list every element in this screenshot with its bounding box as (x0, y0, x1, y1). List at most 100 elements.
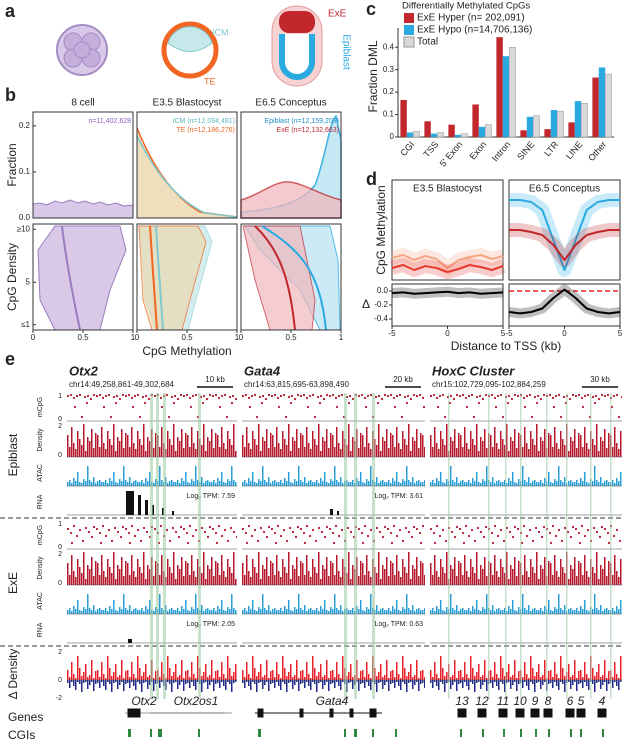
bar (520, 130, 527, 137)
x-tick-label: 1 (131, 333, 136, 342)
x-tick-label: Exon (468, 139, 489, 161)
scale-label: 10 kb (205, 375, 225, 384)
x-tick-label: Intron (490, 139, 512, 163)
gene-name: 8 (545, 694, 552, 708)
locus-coords: chr14:63,815,695-63,898,490 (244, 380, 350, 389)
track (242, 393, 425, 422)
y-tick-label: 0.3 (383, 65, 395, 74)
bar (400, 99, 407, 137)
x-tick-label: 5 (501, 329, 506, 338)
epiblast-label: Epiblast (340, 34, 351, 70)
track-name: Density (37, 428, 44, 452)
x-axis-label: CpG Methylation (142, 344, 231, 358)
bar (448, 124, 455, 137)
exe-label: ExE (328, 9, 347, 20)
locus-coords: chr14:49,258,861-49,302,684 (69, 380, 175, 389)
track-signal (430, 588, 622, 614)
plot-frames-part (240, 111, 342, 219)
highlight-stripes-part (448, 393, 450, 699)
bar (532, 115, 540, 138)
gene-name: 6 (567, 694, 574, 708)
distribution-shapes (32, 114, 342, 331)
plot-frame (391, 179, 504, 281)
chart-title: Differentially Methylated CpGs (402, 1, 530, 12)
column-title: E6.5 Conceptus (255, 98, 326, 109)
track-name: RNA (37, 494, 44, 509)
bar (424, 121, 431, 137)
cgi-marks-part (503, 729, 505, 737)
y-axis-label: CpG Methylation (374, 185, 388, 274)
rna-label: Log₂ TPM: 0.63 (374, 621, 423, 628)
cgi-marks-part (158, 729, 162, 737)
y-tick-label: 0 (58, 416, 62, 423)
bar (406, 132, 414, 137)
bar (568, 122, 575, 137)
line (509, 229, 620, 261)
x-tick-label: 1 (235, 333, 240, 342)
panel-label: b (5, 85, 16, 105)
gene-models-part (576, 708, 586, 718)
distribution-shapes-part (149, 225, 158, 331)
y-tick-label: 0.2 (383, 87, 395, 96)
genes-label: Genes (8, 710, 43, 724)
distribution-shapes-part (32, 199, 134, 219)
x-tick-label: LTR (542, 139, 560, 158)
highlight-stripes-part (372, 393, 375, 699)
y-tick-label: 0 (58, 452, 62, 459)
line (509, 199, 620, 271)
cgi-marks-part (570, 729, 572, 737)
y-tick-label: 0.1 (19, 167, 31, 176)
legend-label: Total (417, 37, 438, 48)
track-signal (242, 588, 425, 614)
x-tick-label: LINE (564, 139, 585, 161)
gene-models-part (457, 708, 467, 718)
rna-label: Log₂ TPM: 3.61 (374, 493, 423, 500)
cgi-marks-part (548, 729, 550, 737)
rna-signal-part (330, 509, 333, 515)
legend-swatch (404, 25, 414, 35)
embryo-conceptus (271, 5, 323, 87)
y-tick-label: ≥10 (17, 224, 31, 233)
y-axis-label: CpG Density (5, 243, 19, 311)
track-signal (430, 460, 622, 486)
track (242, 423, 425, 458)
gene-name: 4 (599, 694, 606, 708)
cgi-marks-part (344, 729, 346, 737)
genome-tracks: mCpG10Density20ATACRNAmCpG10Density20ATA… (37, 363, 622, 702)
track (242, 551, 425, 586)
track (430, 588, 622, 615)
gene-models-part (530, 708, 540, 718)
y-tick-label: -0.2 (374, 300, 388, 309)
gene-name: Otx2os1 (174, 694, 219, 708)
locus-gene: HoxC Cluster (432, 363, 515, 378)
track-signal (242, 460, 425, 486)
line (391, 264, 504, 273)
n-label: ExE (n=12,132,663) (277, 127, 339, 134)
track (430, 551, 622, 586)
gene-name: 10 (513, 694, 527, 708)
bar (430, 133, 438, 137)
track-signal (430, 551, 622, 585)
track-signal (430, 393, 622, 421)
track-name: mCpG (37, 397, 44, 417)
bar (598, 67, 606, 137)
line-band (508, 284, 621, 319)
y-tick-label: 2 (58, 423, 62, 430)
embryo-8-cell-part-part (73, 41, 91, 59)
rna-signal-part (337, 511, 339, 515)
panel-label: e (5, 349, 15, 369)
x-tick-label: TSS (421, 139, 440, 159)
distribution-shapes-part (37, 225, 127, 331)
y-tick-label: 2 (58, 551, 62, 558)
embryo-blastocyst (161, 21, 219, 79)
bar (604, 73, 612, 138)
y-tick-label: 0.4 (383, 42, 395, 51)
gene-models-part (299, 708, 304, 718)
highlight-stripes-part (505, 393, 507, 699)
y-tick-label: 1 (58, 393, 62, 400)
embryo-conceptus-part (279, 34, 315, 80)
gene-models-part (543, 708, 553, 718)
cgi-marks-part (258, 729, 261, 737)
legend-label: ExE Hyper (n= 202,091) (417, 13, 525, 24)
distribution-shapes-part (254, 225, 296, 331)
